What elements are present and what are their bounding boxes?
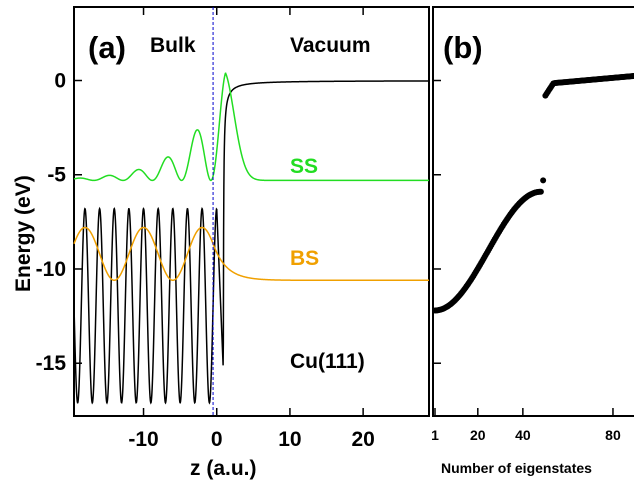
x-tick-label-b: 20 — [470, 427, 486, 443]
x-tick-label-b: 80 — [605, 427, 621, 443]
eigenstate-points — [432, 72, 634, 314]
plot-frame-b — [432, 6, 634, 417]
x-axis-title-a: z (a.u.) — [190, 457, 257, 480]
panel-label-a: (a) — [88, 30, 126, 65]
region-label-bulk: Bulk — [150, 34, 196, 57]
surface-label: Cu(111) — [290, 350, 365, 373]
panel-a: -10 0 10 200-5-10-15 (a) Bulk Vacuum SS BS … — [12, 6, 430, 480]
region-label-vacuum: Vacuum — [290, 34, 371, 57]
y-tick-label: -15 — [36, 352, 67, 375]
curves-a — [73, 72, 429, 405]
x-axis-title-b: Number of eigenstates — [441, 460, 592, 476]
axis-ticks-a: -10 0 10 20 0 -5 -10 -15 — [36, 7, 375, 451]
y-tick-label: 0 — [54, 70, 66, 93]
x-tick-label-b: 1 — [431, 427, 439, 443]
x-tick-label-a: -10 — [128, 428, 158, 451]
x-tick-label-a: 20 — [351, 428, 374, 451]
eigenstate-point — [537, 188, 544, 195]
plot-frame-a — [73, 6, 430, 417]
panel-b: 1 20 40 80 (b) Number of eigenstates — [431, 6, 634, 476]
y-tick-label: -10 — [36, 258, 66, 281]
x-tick-label-a: 0 — [211, 428, 223, 451]
x-tick-label-b: 40 — [515, 427, 531, 443]
eigenstate-point — [540, 177, 547, 184]
x-tick-label-a: 10 — [278, 428, 301, 451]
bs-curve — [73, 226, 429, 282]
panel-label-b: (b) — [443, 30, 483, 65]
ss-curve — [73, 72, 429, 182]
legend-ss: SS — [290, 155, 318, 178]
y-tick-label: -5 — [47, 164, 66, 187]
potential-curve — [73, 80, 429, 405]
legend-bs: BS — [290, 247, 319, 270]
axis-ticks-b: 1 20 40 80 — [431, 79, 621, 443]
y-axis-title: Energy (eV) — [12, 175, 35, 292]
